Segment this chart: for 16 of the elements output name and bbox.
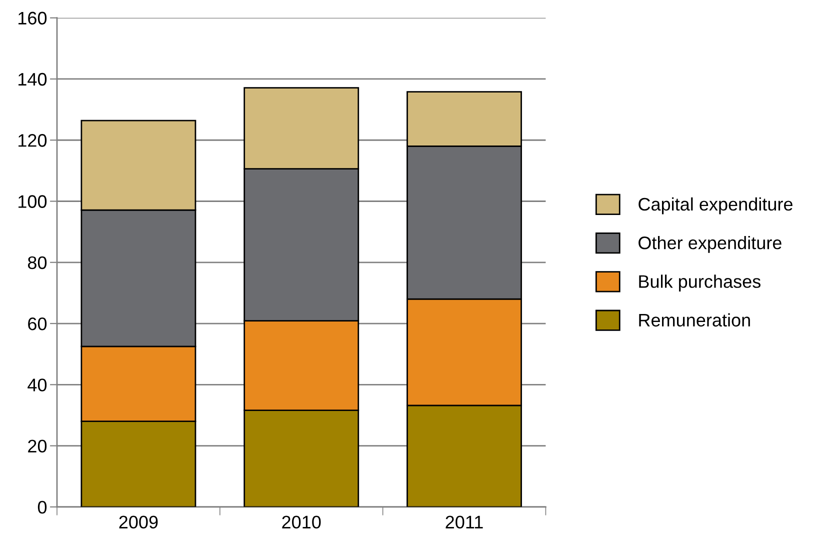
legend-label: Other expenditure — [638, 236, 782, 253]
x-tick-label: 2009 — [119, 516, 158, 529]
legend-label: Capital expenditure — [638, 197, 792, 214]
y-tick-label: 80 — [28, 256, 47, 270]
y-tick-label: 60 — [28, 317, 47, 330]
y-tick-label: 160 — [18, 12, 47, 25]
y-tick-label: 140 — [18, 72, 47, 86]
y-tick-label: 100 — [18, 195, 47, 208]
x-tick-label: 2010 — [282, 516, 321, 529]
legend-label: Bulk purchases — [639, 274, 760, 292]
legend-label: Remuneration — [639, 313, 750, 327]
y-tick-label: 0 — [38, 500, 47, 514]
y-tick-label: 40 — [28, 378, 47, 392]
y-tick-label: 120 — [18, 134, 47, 147]
x-tick-label: 2011 — [446, 516, 483, 529]
y-tick-label: 20 — [28, 440, 47, 453]
